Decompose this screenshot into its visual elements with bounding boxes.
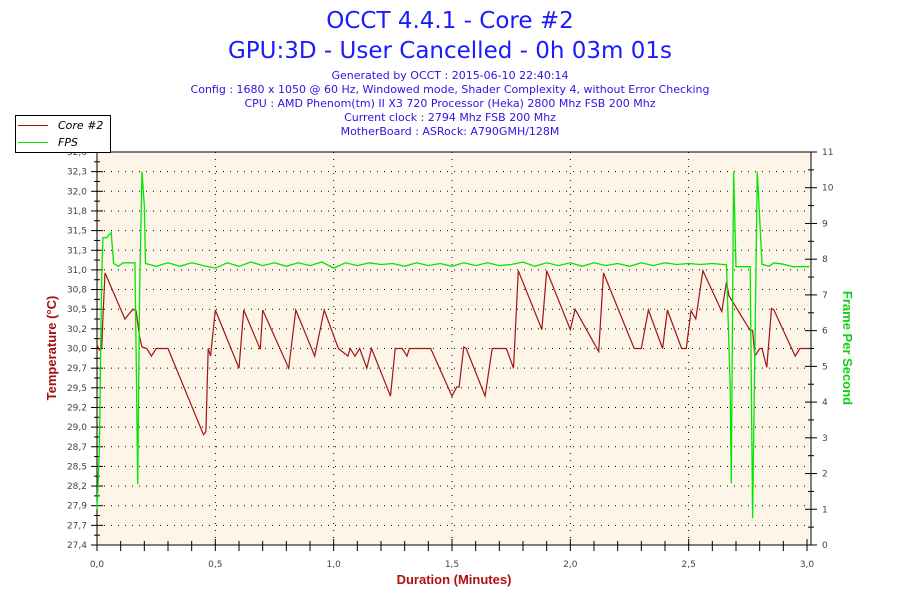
y2-tick-label: 5 (822, 362, 828, 372)
y2-tick-label: 6 (822, 327, 828, 337)
y2-tick-label: 7 (822, 291, 828, 301)
y2-tick-label: 11 (822, 148, 833, 158)
y-tick-label: 29,7 (67, 364, 87, 374)
legend-label-fps: FPS (58, 135, 78, 149)
y-tick-label: 31,3 (67, 246, 87, 256)
chart-title: OCCT 4.4.1 - Core #2 (326, 8, 574, 34)
series-line-core2 (96, 268, 810, 436)
y-tick-label: 31,5 (67, 227, 87, 237)
info-motherboard: MotherBoard : ASRock: A790GMH/128M (340, 125, 560, 138)
y-tick-label: 31,8 (67, 207, 87, 217)
x-axis-title: Duration (Minutes) (397, 572, 512, 587)
info-cpu: CPU : AMD Phenom(tm) II X3 720 Processor… (244, 97, 656, 110)
x-tick-label: 2,0 (563, 560, 578, 570)
x-tick-label: 0,5 (208, 560, 222, 570)
series-line-fps (96, 171, 810, 519)
y-tick-label: 27,7 (67, 521, 87, 531)
y-tick-label: 28,2 (67, 482, 87, 492)
legend-swatch-core2 (18, 124, 48, 126)
y-tick-label: 29,2 (67, 403, 87, 413)
x-tick-label: 3,0 (800, 560, 815, 570)
legend-item-fps: FPS (18, 135, 78, 149)
y-tick-label: 29,0 (67, 423, 87, 433)
x-tick-label: 2,5 (682, 560, 696, 570)
y-tick-label: 27,4 (67, 541, 87, 551)
y2-tick-label: 4 (822, 398, 828, 408)
y2-tick-label: 10 (822, 184, 834, 194)
y-tick-label: 30,0 (67, 345, 87, 355)
y2-tick-label: 1 (822, 505, 828, 515)
legend-item-core2: Core #2 (18, 118, 103, 132)
y-tick-label: 30,8 (67, 286, 87, 296)
y-tick-label: 28,5 (67, 462, 87, 472)
info-config: Config : 1680 x 1050 @ 60 Hz, Windowed m… (190, 83, 710, 96)
y2-tick-label: 9 (822, 219, 828, 229)
y2-tick-label: 8 (822, 255, 828, 265)
y2-tick-label: 2 (822, 470, 828, 480)
y-tick-label: 30,5 (67, 305, 87, 315)
y-tick-label: 29,5 (67, 384, 87, 394)
x-tick-label: 0,0 (90, 560, 105, 570)
legend-label-core2: Core #2 (58, 118, 104, 132)
y-tick-label: 32,0 (67, 187, 87, 197)
info-clock: Current clock : 2794 Mhz FSB 200 Mhz (344, 111, 556, 124)
y-tick-label: 31,0 (67, 266, 87, 276)
y2-axis-title: Frame Per Second (840, 291, 855, 405)
legend-swatch-fps (18, 141, 48, 143)
y-tick-label: 27,9 (67, 502, 87, 512)
y-axis-title: Temperature (°C) (44, 296, 59, 401)
y-tick-label: 30,2 (67, 325, 87, 335)
chart-subtitle: GPU:3D - User Cancelled - 0h 03m 01s (227, 38, 672, 64)
y2-tick-label: 0 (822, 541, 828, 551)
y-tick-label: 32,6 (67, 148, 87, 158)
y-tick-label: 28,7 (67, 443, 87, 453)
y-tick-label: 32,3 (67, 168, 87, 178)
legend: Core #2 FPS (15, 115, 111, 153)
x-tick-label: 1,5 (445, 560, 459, 570)
y2-tick-label: 3 (822, 434, 828, 444)
x-tick-label: 1,0 (327, 560, 342, 570)
info-generated: Generated by OCCT : 2015-06-10 22:40:14 (331, 69, 569, 82)
